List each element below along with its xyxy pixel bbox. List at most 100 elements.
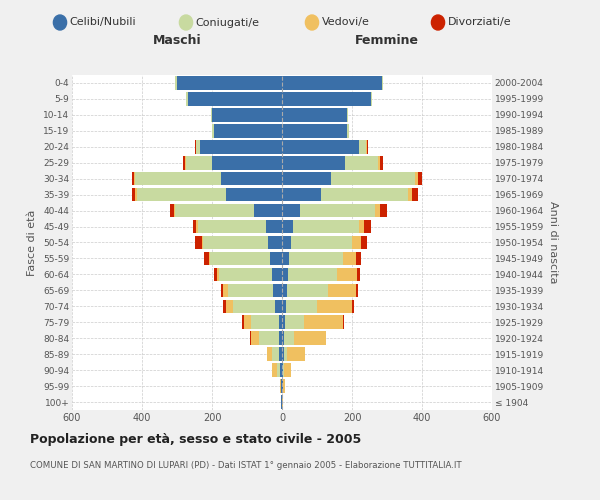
Bar [299, 204, 375, 218]
Bar [282, 395, 283, 409]
Bar [282, 172, 331, 186]
Text: Femmine: Femmine [355, 34, 419, 48]
Bar [221, 284, 223, 297]
Bar [282, 348, 284, 361]
Bar [196, 140, 200, 153]
Bar [282, 124, 347, 138]
Bar [289, 252, 343, 265]
Bar [284, 332, 294, 345]
Bar [204, 252, 209, 265]
Bar [203, 236, 268, 250]
Bar [212, 124, 214, 138]
Bar [280, 364, 282, 377]
Bar [251, 332, 259, 345]
Bar [378, 156, 380, 170]
Bar [280, 380, 281, 393]
Bar [259, 332, 278, 345]
Bar [273, 284, 282, 297]
Y-axis label: Anni di nascita: Anni di nascita [548, 201, 558, 284]
Bar [278, 332, 282, 345]
Bar [352, 300, 354, 313]
Bar [214, 268, 217, 281]
Bar [281, 395, 282, 409]
Bar [343, 252, 355, 265]
Bar [223, 300, 226, 313]
Bar [244, 316, 251, 329]
Bar [359, 220, 364, 234]
Bar [217, 268, 219, 281]
Bar [193, 220, 196, 234]
Bar [254, 204, 282, 218]
Bar [132, 172, 134, 186]
Bar [132, 188, 135, 202]
Bar [275, 300, 282, 313]
Bar [282, 268, 289, 281]
Bar [177, 76, 282, 90]
Bar [418, 172, 422, 186]
Bar [355, 284, 358, 297]
Bar [282, 108, 347, 122]
Bar [287, 348, 305, 361]
Bar [135, 188, 137, 202]
Bar [187, 92, 282, 106]
Bar [345, 156, 378, 170]
Bar [183, 156, 185, 170]
Bar [282, 188, 320, 202]
Bar [210, 252, 270, 265]
Bar [282, 220, 293, 234]
Bar [282, 284, 287, 297]
Bar [202, 236, 203, 250]
Bar [364, 220, 371, 234]
Bar [221, 172, 282, 186]
Bar [283, 380, 285, 393]
Bar [226, 188, 282, 202]
Bar [415, 172, 418, 186]
Bar [293, 220, 359, 234]
Bar [135, 172, 221, 186]
Bar [211, 108, 212, 122]
Text: Maschi: Maschi [152, 34, 202, 48]
Bar [284, 364, 292, 377]
Bar [272, 364, 277, 377]
Bar [361, 236, 367, 250]
Text: Divorziati/e: Divorziati/e [448, 18, 511, 28]
Bar [282, 332, 284, 345]
Bar [267, 348, 272, 361]
Text: Coniugati/e: Coniugati/e [196, 18, 260, 28]
Bar [282, 236, 291, 250]
Bar [175, 76, 177, 90]
Bar [250, 332, 251, 345]
Bar [294, 332, 326, 345]
Bar [282, 252, 289, 265]
Bar [214, 124, 282, 138]
Bar [200, 140, 282, 153]
Bar [272, 348, 279, 361]
Bar [233, 300, 275, 313]
Bar [356, 268, 360, 281]
Bar [371, 92, 372, 106]
Bar [212, 156, 282, 170]
Bar [355, 252, 361, 265]
Bar [380, 156, 383, 170]
Bar [209, 252, 210, 265]
Text: Celibi/Nubili: Celibi/Nubili [70, 18, 136, 28]
Bar [228, 284, 273, 297]
Bar [337, 268, 356, 281]
Bar [282, 204, 299, 218]
Bar [175, 204, 254, 218]
Bar [270, 252, 282, 265]
Bar [328, 284, 355, 297]
Bar [347, 124, 349, 138]
Bar [382, 76, 383, 90]
Bar [317, 300, 352, 313]
Bar [285, 316, 304, 329]
Bar [266, 220, 282, 234]
Bar [304, 316, 343, 329]
Y-axis label: Fasce di età: Fasce di età [28, 210, 37, 276]
Bar [212, 108, 282, 122]
Bar [282, 300, 286, 313]
Bar [226, 300, 233, 313]
Bar [251, 316, 278, 329]
Bar [366, 140, 367, 153]
Bar [380, 204, 387, 218]
